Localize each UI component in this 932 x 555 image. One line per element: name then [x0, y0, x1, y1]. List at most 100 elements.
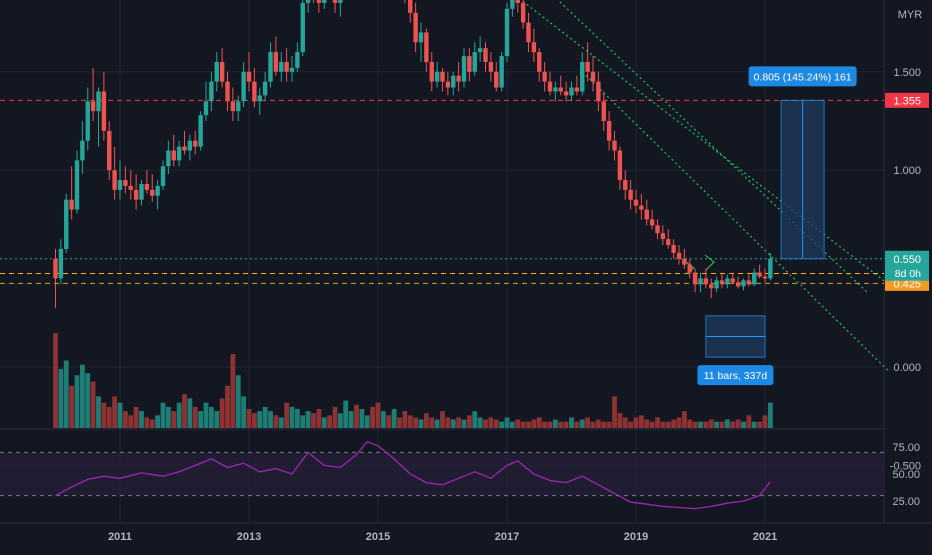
candle[interactable]: [198, 111, 203, 151]
candle[interactable]: [483, 42, 488, 72]
candle[interactable]: [456, 61, 461, 92]
candle[interactable]: [757, 264, 762, 279]
candle[interactable]: [53, 248, 58, 308]
candle[interactable]: [155, 180, 160, 210]
candle[interactable]: [494, 61, 499, 92]
candle[interactable]: [64, 193, 69, 253]
drawing-overlays[interactable]: 0.805 (145.24%) 161 11 bars, 337d: [0, 0, 890, 386]
candle[interactable]: [752, 268, 757, 287]
candle[interactable]: [279, 52, 284, 82]
candle[interactable]: [623, 170, 628, 200]
candle[interactable]: [408, 0, 413, 23]
candle[interactable]: [574, 75, 580, 96]
candle[interactable]: [569, 81, 574, 102]
candle[interactable]: [746, 274, 752, 287]
candle[interactable]: [590, 56, 596, 92]
candle[interactable]: [537, 48, 542, 82]
candle[interactable]: [160, 160, 166, 190]
candle[interactable]: [236, 95, 241, 121]
candle[interactable]: [246, 52, 252, 92]
candle[interactable]: [418, 22, 424, 62]
candle[interactable]: [547, 71, 553, 96]
candle[interactable]: [117, 160, 123, 200]
candle[interactable]: [295, 42, 300, 72]
candle[interactable]: [644, 199, 649, 226]
candle[interactable]: [429, 52, 434, 92]
candle[interactable]: [268, 42, 273, 88]
candle[interactable]: [284, 48, 289, 82]
candle[interactable]: [671, 239, 676, 259]
candle[interactable]: [558, 75, 563, 96]
candle[interactable]: [69, 166, 74, 220]
candle[interactable]: [666, 229, 671, 249]
candle[interactable]: [520, 0, 526, 29]
candle[interactable]: [107, 121, 112, 181]
candle[interactable]: [531, 28, 537, 62]
candle[interactable]: [203, 81, 209, 121]
candle[interactable]: [193, 130, 198, 155]
candle[interactable]: [612, 130, 617, 161]
candle[interactable]: [316, 0, 322, 13]
candle[interactable]: [128, 170, 133, 200]
candle[interactable]: [488, 52, 494, 82]
candle[interactable]: [241, 61, 246, 108]
candle[interactable]: [445, 71, 451, 96]
candle[interactable]: [725, 274, 730, 289]
candle[interactable]: [703, 268, 709, 289]
candle[interactable]: [692, 268, 698, 293]
candle[interactable]: [649, 209, 655, 230]
candle[interactable]: [257, 87, 262, 116]
candle[interactable]: [144, 170, 150, 194]
candle[interactable]: [80, 121, 85, 175]
candle[interactable]: [730, 272, 735, 285]
candle[interactable]: [139, 180, 144, 206]
candle[interactable]: [719, 272, 725, 289]
candle[interactable]: [176, 140, 182, 167]
candle[interactable]: [617, 146, 623, 190]
candle[interactable]: [332, 0, 338, 13]
trendline-3[interactable]: [581, 71, 890, 372]
candle[interactable]: [171, 134, 176, 167]
candle[interactable]: [74, 150, 80, 214]
candle[interactable]: [338, 0, 343, 17]
candle[interactable]: [150, 174, 155, 202]
candle[interactable]: [741, 278, 746, 291]
candle[interactable]: [735, 276, 741, 289]
candle[interactable]: [252, 67, 257, 108]
candle[interactable]: [182, 130, 187, 155]
candle[interactable]: [768, 252, 773, 281]
candle[interactable]: [214, 52, 219, 92]
candle[interactable]: [440, 67, 445, 92]
candle[interactable]: [499, 52, 504, 92]
rsi-line[interactable]: [55, 440, 771, 510]
candle[interactable]: [472, 42, 477, 76]
candle[interactable]: [58, 239, 64, 285]
candle[interactable]: [563, 81, 569, 102]
candlestick-series[interactable]: [53, 0, 773, 308]
candle[interactable]: [322, 0, 327, 9]
candle[interactable]: [714, 276, 719, 293]
candle[interactable]: [123, 166, 128, 194]
candle[interactable]: [230, 87, 236, 121]
candle[interactable]: [434, 61, 440, 88]
candle[interactable]: [628, 180, 633, 210]
candle[interactable]: [633, 189, 639, 214]
candle[interactable]: [585, 42, 590, 82]
candle[interactable]: [112, 146, 117, 200]
candle[interactable]: [305, 0, 311, 13]
candle[interactable]: [90, 67, 96, 121]
rsi-pane[interactable]: [0, 440, 884, 510]
candle[interactable]: [580, 52, 585, 96]
candle[interactable]: [461, 48, 467, 88]
candle[interactable]: [101, 71, 107, 141]
candle[interactable]: [424, 28, 429, 72]
candle[interactable]: [96, 87, 101, 147]
candle[interactable]: [219, 48, 225, 88]
candle[interactable]: [504, 2, 510, 62]
candle[interactable]: [639, 193, 644, 220]
candle[interactable]: [676, 244, 682, 265]
candle[interactable]: [166, 140, 171, 175]
candle[interactable]: [451, 71, 456, 96]
candle[interactable]: [85, 87, 90, 151]
